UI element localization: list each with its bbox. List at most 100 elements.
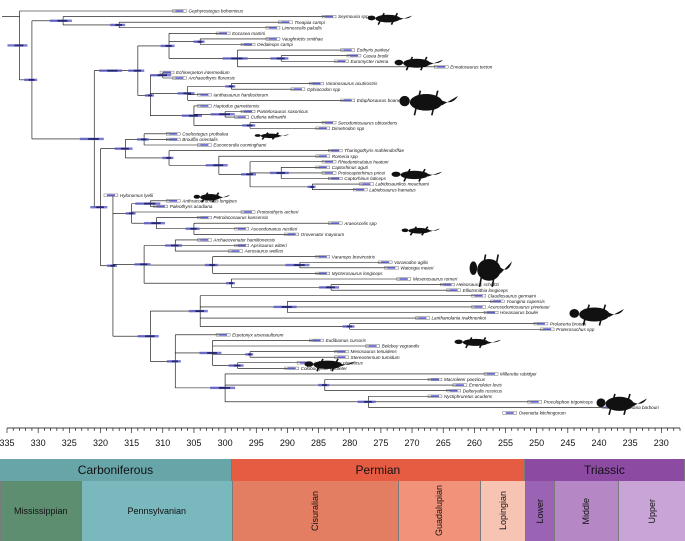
tip-range-box (153, 204, 168, 208)
taxon-label: Mycterosaurus longiceps (332, 271, 384, 276)
tip-age-bar (244, 43, 253, 46)
tip-range-box (539, 327, 555, 331)
taxon-label: Delteryalis rossicus (463, 388, 503, 393)
taxon-label: Aerosaurus wellesi (244, 249, 285, 254)
tip-range-box (328, 221, 343, 225)
taxon-label: Varanosaurus acutirostris (326, 81, 379, 86)
tip-range-box (172, 76, 187, 80)
node-age-bar-core (346, 325, 353, 328)
node-age-bar-core (281, 306, 293, 308)
tip-range-box (452, 383, 468, 387)
edaphosaurus-silhouette (399, 90, 458, 116)
tip-range-box (340, 98, 355, 102)
node-age-bar-core (293, 264, 305, 266)
taxon-label: Secodontosaurus obtusidens (338, 120, 398, 125)
tip-age-bar (219, 32, 228, 35)
taxon-label: Belebey vegrandis (382, 344, 420, 349)
taxon-label: Thuringothyris mahlendorffae (344, 148, 404, 153)
tip-age-bar (237, 116, 246, 118)
node-age-bar-core (96, 206, 104, 209)
taxon-label: Paleothyris acadiana (170, 204, 213, 209)
taxon-label: Vaughnictis smithae (282, 37, 323, 42)
tip-range-box (471, 305, 486, 309)
taxon-label: Labidosaurus hamatus (369, 187, 416, 192)
tip-range-box (321, 160, 337, 164)
node-age-bar-core (188, 114, 198, 117)
tip-range-box (159, 70, 175, 74)
tip-range-box (446, 288, 461, 292)
taxon-label: Elliotsmithia longiceps (463, 288, 509, 293)
tip-range-box (328, 149, 343, 153)
tip-range-box (334, 59, 349, 63)
tip-age-bar (505, 412, 514, 414)
taxon-label: Archaeovenator hamiltonensis (212, 238, 275, 243)
tip-age-bar (430, 378, 439, 381)
tip-range-box (415, 316, 430, 320)
tip-range-box (197, 238, 212, 242)
tip-range-box (197, 93, 212, 97)
period-permian: Permian (231, 459, 525, 481)
animal-silhouettes (193, 12, 647, 416)
node-age-bar-core (195, 310, 204, 313)
taxon-label: Eudibamus cursoris (326, 338, 367, 343)
tip-range-box (490, 299, 505, 303)
tip-age-bar (487, 311, 496, 314)
taxon-label: Ascendonanus nestleri (250, 226, 298, 231)
tip-range-box (352, 188, 368, 192)
tip-range-box (427, 378, 443, 382)
node-age-bar-core (171, 244, 179, 247)
tip-age-bar (200, 239, 209, 241)
node-age-bar-core (276, 172, 285, 174)
tip-age-bar (268, 38, 277, 40)
node-age-bar-core (219, 113, 230, 116)
tip-range-box (321, 121, 337, 125)
tip-age-bar (268, 26, 277, 29)
confidence-bars (7, 9, 617, 415)
tip-age-bar (474, 306, 483, 308)
tip-range-box (483, 311, 499, 315)
tip-range-box (533, 322, 549, 326)
node-age-bar-core (57, 19, 68, 22)
phylogeny-tree: Gephyrostegus bohemicus Seymouria spp Tsea… (0, 9, 681, 448)
taxon-label: Varanops brevirostris (332, 254, 376, 259)
taxon-label: Haptodus garnettensis (213, 104, 260, 109)
tip-age-bar (337, 356, 346, 358)
node-age-bar-core (183, 92, 192, 95)
tip-range-box (315, 165, 331, 169)
taxon-label: Millerette rubidgei (500, 372, 537, 377)
tip-range-box (215, 31, 231, 35)
tip-range-box (527, 400, 542, 404)
tip-range-box (471, 294, 486, 298)
taxon-labels: Gephyrostegus bohemicus Seymouria spp Tsea… (120, 9, 660, 416)
axis-tick-label: 235 (623, 438, 638, 448)
tip-age-bar (175, 77, 184, 79)
tip-age-bar (237, 244, 246, 247)
taxon-label: Youngina capensis (506, 299, 545, 304)
axis-tick-label: 280 (342, 438, 357, 448)
node-age-bar-core (218, 386, 231, 389)
taxon-label: Petrolacosaurus kansensis (213, 215, 269, 220)
erpetonyx-silhouette (304, 358, 355, 372)
epoch-mississippian: Mississippian (0, 481, 81, 541)
tip-age-bar (106, 194, 115, 197)
axis-tick-label: 275 (373, 438, 388, 448)
node-age-bar-core (141, 138, 147, 141)
axis-tick-label: 315 (124, 438, 139, 448)
tip-range-box (228, 249, 243, 253)
tip-age-bar (449, 389, 458, 392)
node-age-bar-core (276, 57, 285, 60)
taxon-label: Varanodon agilis (394, 260, 429, 265)
node-age-bar-core (213, 164, 224, 167)
brouffia-silhouette (254, 132, 289, 140)
taxon-label: Ianthasaurus hardestiorum (213, 92, 268, 97)
tip-age-bar (487, 373, 496, 375)
tip-age-bar (231, 250, 240, 252)
axis-tick-label: 230 (654, 438, 669, 448)
tip-age-bar (443, 283, 452, 286)
taxon-label: Brouffia orientalis (182, 137, 218, 142)
tip-age-bar (343, 49, 352, 51)
tip-age-bar (300, 361, 309, 364)
tip-range-box (334, 355, 349, 359)
geologic-timescale: Carboniferous Permian Triassic Mississippia… (0, 459, 685, 541)
tip-range-box (446, 389, 461, 393)
